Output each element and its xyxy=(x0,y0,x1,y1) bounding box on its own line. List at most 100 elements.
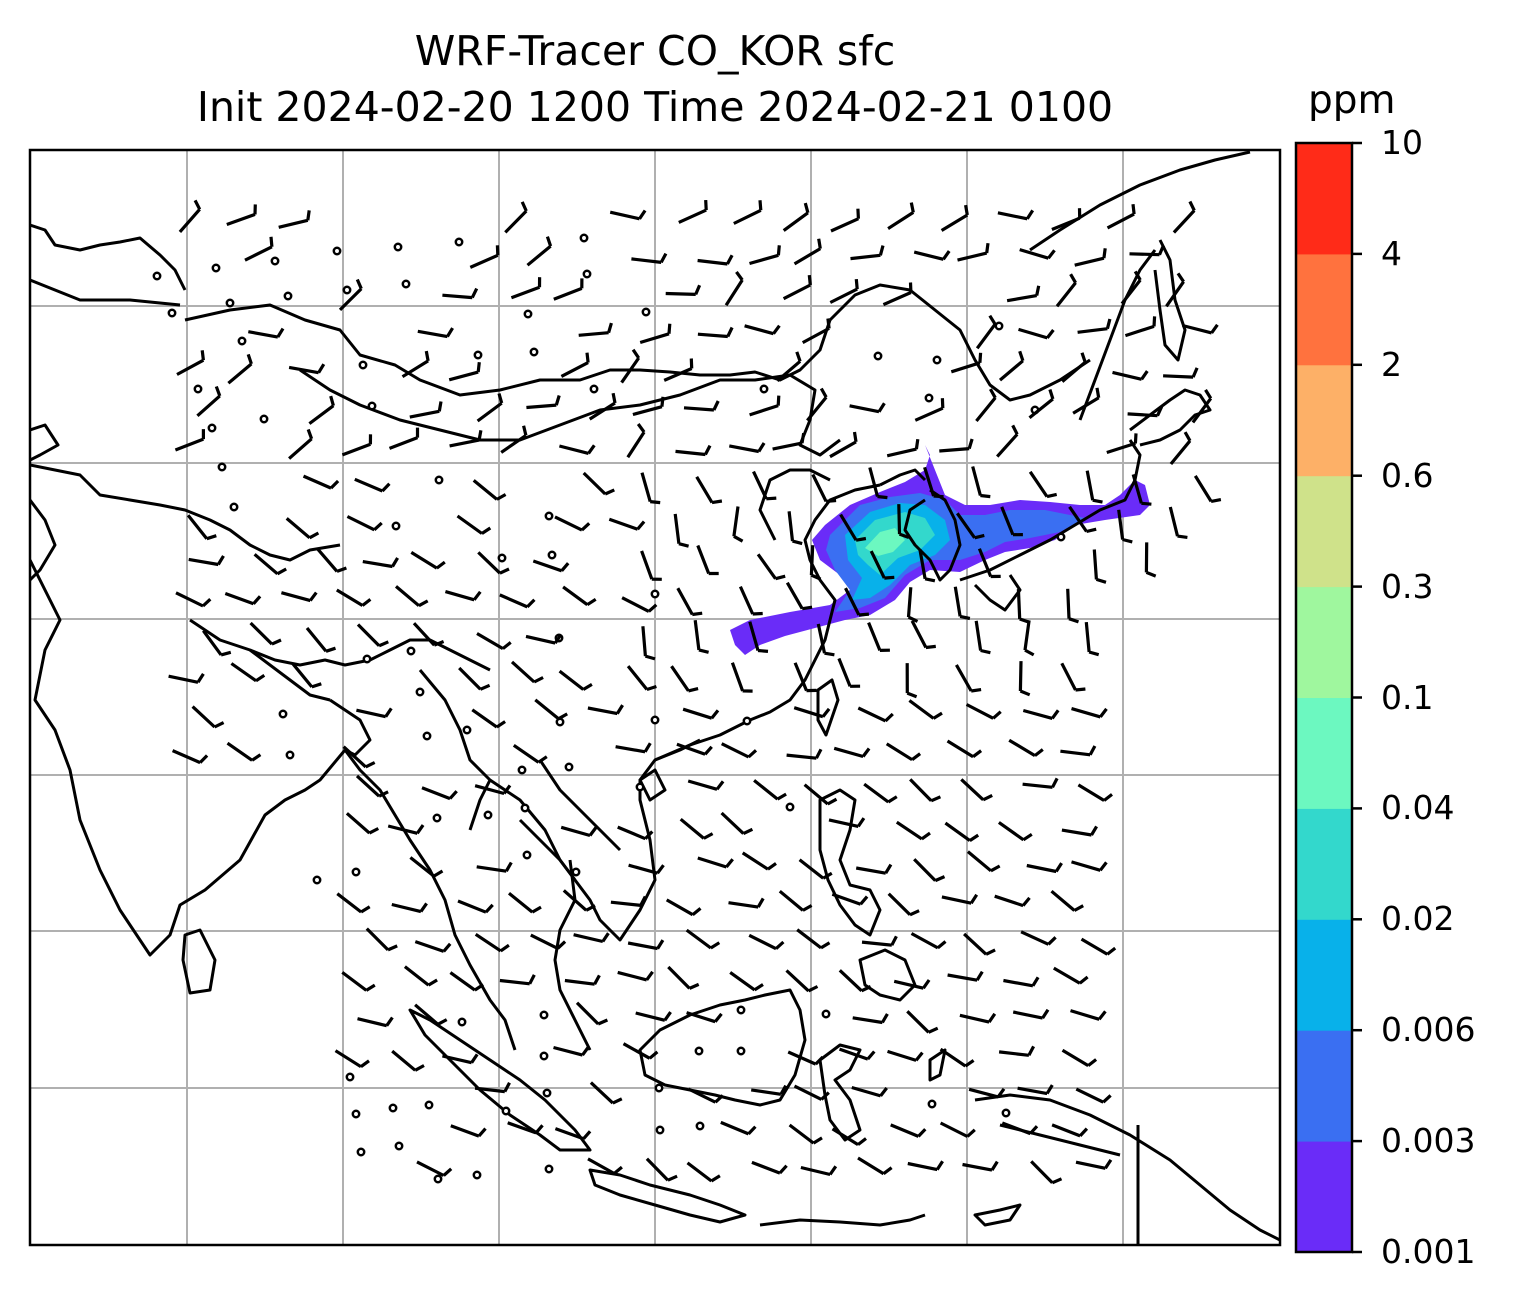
wind-barb xyxy=(778,889,813,912)
wind-barb xyxy=(1106,433,1138,455)
border-china-korea xyxy=(879,468,927,487)
wind-barb xyxy=(608,517,646,531)
wind-barb xyxy=(886,438,920,458)
wind-barb xyxy=(687,1087,724,1104)
wind-barb xyxy=(356,623,389,648)
wind-barb xyxy=(335,588,372,607)
calm-wind-marker xyxy=(1001,1108,1011,1118)
calm-wind-marker xyxy=(358,360,368,370)
wind-barb xyxy=(910,932,947,950)
wind-barb xyxy=(857,1156,893,1176)
wind-barb xyxy=(472,479,507,501)
wind-barb xyxy=(1017,1084,1054,1096)
wind-barb xyxy=(955,664,982,693)
wind-barb xyxy=(288,363,326,375)
wind-barb xyxy=(1028,470,1058,499)
wind-barb xyxy=(1008,738,1044,757)
wind-barb xyxy=(729,971,764,992)
calm-wind-marker xyxy=(229,502,239,512)
wind-barb xyxy=(334,1049,370,1069)
wind-barb xyxy=(955,512,985,540)
calm-wind-marker xyxy=(406,646,416,656)
calm-wind-marker xyxy=(571,867,581,877)
wind-barb xyxy=(288,428,314,460)
wind-barb xyxy=(476,861,513,873)
wind-barb xyxy=(1022,708,1060,720)
wind-barb xyxy=(1077,318,1112,334)
wind-barb xyxy=(1129,244,1165,257)
wind-barb xyxy=(720,742,758,759)
wind-barb xyxy=(741,851,777,871)
coast-bohai xyxy=(758,468,831,541)
wind-barb xyxy=(975,314,997,350)
wind-barb xyxy=(839,513,867,542)
wind-barb xyxy=(905,663,918,699)
calm-wind-marker xyxy=(873,351,883,361)
calm-wind-marker xyxy=(635,782,645,792)
wind-barb xyxy=(342,745,376,769)
wind-barb xyxy=(449,971,485,992)
wind-barb xyxy=(1016,589,1030,624)
wind-barb xyxy=(1127,405,1164,418)
coast-java xyxy=(588,1168,747,1224)
wind-barb xyxy=(474,784,512,796)
wind-barb xyxy=(610,895,647,907)
wind-barb xyxy=(675,444,712,457)
colorbar-segment xyxy=(1296,475,1352,588)
wind-barb xyxy=(776,351,802,383)
colorbar-tick-label: 0.04 xyxy=(1381,788,1455,828)
border-myanmar xyxy=(418,669,492,831)
coast-new-guinea xyxy=(974,1093,1280,1242)
wind-barb xyxy=(959,1012,997,1024)
wind-barb xyxy=(285,517,320,540)
calm-wind-marker xyxy=(994,321,1004,331)
wind-barb xyxy=(564,974,601,986)
wind-barb xyxy=(1068,505,1097,534)
wind-barb xyxy=(946,739,983,759)
wind-barb xyxy=(744,324,781,336)
calm-wind-marker xyxy=(393,242,403,252)
map-title-line1: WRF-Tracer CO_KOR sfc xyxy=(414,27,896,75)
wind-barb xyxy=(1022,777,1059,789)
calm-wind-marker xyxy=(454,237,464,247)
wind-barb xyxy=(621,596,658,613)
wind-barb xyxy=(620,348,641,384)
wind-barb xyxy=(1026,862,1063,874)
wind-barb xyxy=(696,544,719,576)
wind-barb xyxy=(417,327,454,339)
calm-wind-marker xyxy=(924,393,934,403)
wind-barb xyxy=(554,1127,592,1141)
wind-barb xyxy=(639,323,672,345)
wind-barb xyxy=(645,1157,678,1182)
wind-barb xyxy=(837,657,861,688)
wind-barb xyxy=(867,621,890,652)
wind-barb xyxy=(941,893,979,905)
wind-barb xyxy=(510,660,544,684)
wind-barb xyxy=(226,741,262,762)
calm-wind-marker xyxy=(207,423,217,433)
wind-barb xyxy=(449,430,483,448)
colorbar-tick-label: 0.02 xyxy=(1381,899,1455,939)
wind-barb xyxy=(729,442,766,454)
wind-barb xyxy=(1060,662,1086,692)
wind-barb xyxy=(728,897,765,909)
colorbar-segment xyxy=(1296,364,1352,477)
wind-barb xyxy=(913,858,946,883)
calm-wind-marker xyxy=(388,1103,398,1113)
wind-barb xyxy=(1070,1009,1107,1021)
wind-barb xyxy=(811,473,837,503)
wind-barb xyxy=(809,545,822,581)
wind-barb xyxy=(910,620,936,650)
wind-barb xyxy=(442,1053,479,1065)
colorbar-tick-label: 0.3 xyxy=(1381,566,1434,606)
wind-barb xyxy=(414,1003,448,1026)
coast-india xyxy=(30,559,347,957)
wind-barb xyxy=(863,782,898,804)
wind-barb xyxy=(1028,389,1055,420)
colorbar-tick-label: 0.6 xyxy=(1381,455,1434,495)
wind-barb xyxy=(801,318,831,345)
wind-barb xyxy=(249,621,282,646)
wind-barb xyxy=(227,353,253,385)
calm-wind-marker xyxy=(785,802,795,812)
wind-barb xyxy=(631,252,668,264)
